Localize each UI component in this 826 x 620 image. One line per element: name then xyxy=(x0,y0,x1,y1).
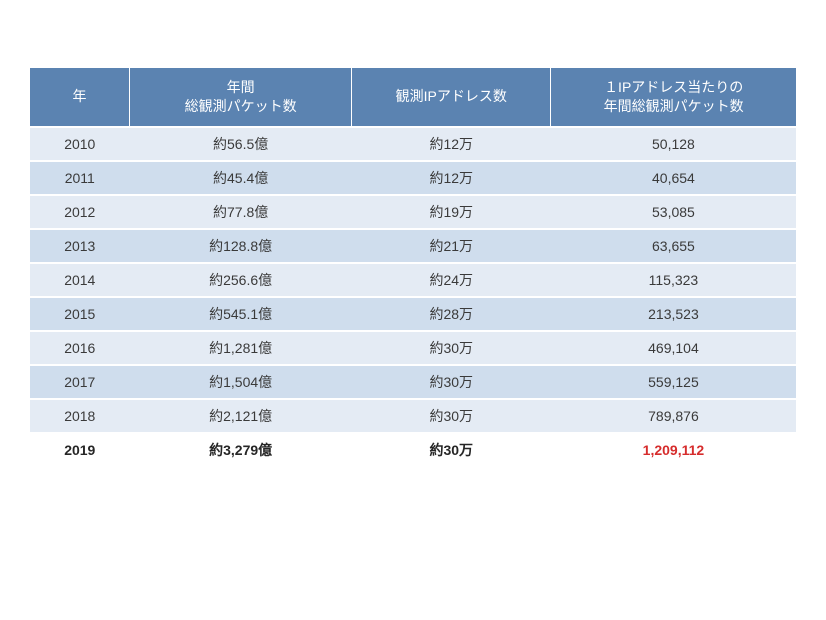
table-cell: 2011 xyxy=(30,161,130,195)
table-cell: 約28万 xyxy=(352,297,551,331)
col-header-text: 総観測パケット数 xyxy=(185,98,297,114)
col-header-text: 年間 xyxy=(227,79,255,95)
table-cell: 約3,279億 xyxy=(130,433,352,466)
table-cell: 559,125 xyxy=(551,365,796,399)
table-cell: 2012 xyxy=(30,195,130,229)
table-row: 2016約1,281億約30万469,104 xyxy=(30,331,796,365)
table-cell: 約128.8億 xyxy=(130,229,352,263)
table-body: 2010約56.5億約12万50,1282011約45.4億約12万40,654… xyxy=(30,127,796,466)
table-cell: 2018 xyxy=(30,399,130,433)
table-cell: 115,323 xyxy=(551,263,796,297)
table-header: 年年間総観測パケット数観測IPアドレス数１IPアドレス当たりの年間総観測パケット… xyxy=(30,68,796,127)
table-row: 2010約56.5億約12万50,128 xyxy=(30,127,796,161)
table-cell: 2014 xyxy=(30,263,130,297)
table-cell: 約30万 xyxy=(352,365,551,399)
table-cell: 53,085 xyxy=(551,195,796,229)
header-row: 年年間総観測パケット数観測IPアドレス数１IPアドレス当たりの年間総観測パケット… xyxy=(30,68,796,127)
table-cell: 469,104 xyxy=(551,331,796,365)
table-row: 2014約256.6億約24万115,323 xyxy=(30,263,796,297)
table-row: 2013約128.8億約21万63,655 xyxy=(30,229,796,263)
table-cell: 約77.8億 xyxy=(130,195,352,229)
table-cell: 約21万 xyxy=(352,229,551,263)
table-row: 2017約1,504億約30万559,125 xyxy=(30,365,796,399)
table-cell: 213,523 xyxy=(551,297,796,331)
observation-data-table: 年年間総観測パケット数観測IPアドレス数１IPアドレス当たりの年間総観測パケット… xyxy=(30,68,796,466)
col-header-1: 年間総観測パケット数 xyxy=(130,68,352,127)
col-header-2: 観測IPアドレス数 xyxy=(352,68,551,127)
table-cell: 約12万 xyxy=(352,161,551,195)
table-cell: 50,128 xyxy=(551,127,796,161)
table-cell: 2010 xyxy=(30,127,130,161)
table-row: 2012約77.8億約19万53,085 xyxy=(30,195,796,229)
table-cell: 約30万 xyxy=(352,433,551,466)
table-cell: 約56.5億 xyxy=(130,127,352,161)
table-cell: 約2,121億 xyxy=(130,399,352,433)
table-cell: 約24万 xyxy=(352,263,551,297)
table-cell: 2017 xyxy=(30,365,130,399)
table-cell: 約19万 xyxy=(352,195,551,229)
table-cell: 約45.4億 xyxy=(130,161,352,195)
col-header-text: 観測IPアドレス数 xyxy=(396,88,507,104)
table-cell: 約545.1億 xyxy=(130,297,352,331)
table-row: 2015約545.1億約28万213,523 xyxy=(30,297,796,331)
table-cell: 約256.6億 xyxy=(130,263,352,297)
table-cell: 2016 xyxy=(30,331,130,365)
table-cell: 63,655 xyxy=(551,229,796,263)
table-row: 2019約3,279億約30万1,209,112 xyxy=(30,433,796,466)
col-header-text: 年 xyxy=(73,88,87,104)
col-header-0: 年 xyxy=(30,68,130,127)
table-cell: 約30万 xyxy=(352,399,551,433)
table-cell: 789,876 xyxy=(551,399,796,433)
table-row: 2018約2,121億約30万789,876 xyxy=(30,399,796,433)
col-header-text: １IPアドレス当たりの xyxy=(604,79,743,95)
table-cell: 約30万 xyxy=(352,331,551,365)
col-header-text: 年間総観測パケット数 xyxy=(604,98,744,114)
table-cell: 2019 xyxy=(30,433,130,466)
col-header-3: １IPアドレス当たりの年間総観測パケット数 xyxy=(551,68,796,127)
table-cell: 約12万 xyxy=(352,127,551,161)
table-cell: 2015 xyxy=(30,297,130,331)
table-cell: 約1,504億 xyxy=(130,365,352,399)
table-cell: 約1,281億 xyxy=(130,331,352,365)
table-cell: 2013 xyxy=(30,229,130,263)
table-row: 2011約45.4億約12万40,654 xyxy=(30,161,796,195)
table-cell: 40,654 xyxy=(551,161,796,195)
table-cell: 1,209,112 xyxy=(551,433,796,466)
